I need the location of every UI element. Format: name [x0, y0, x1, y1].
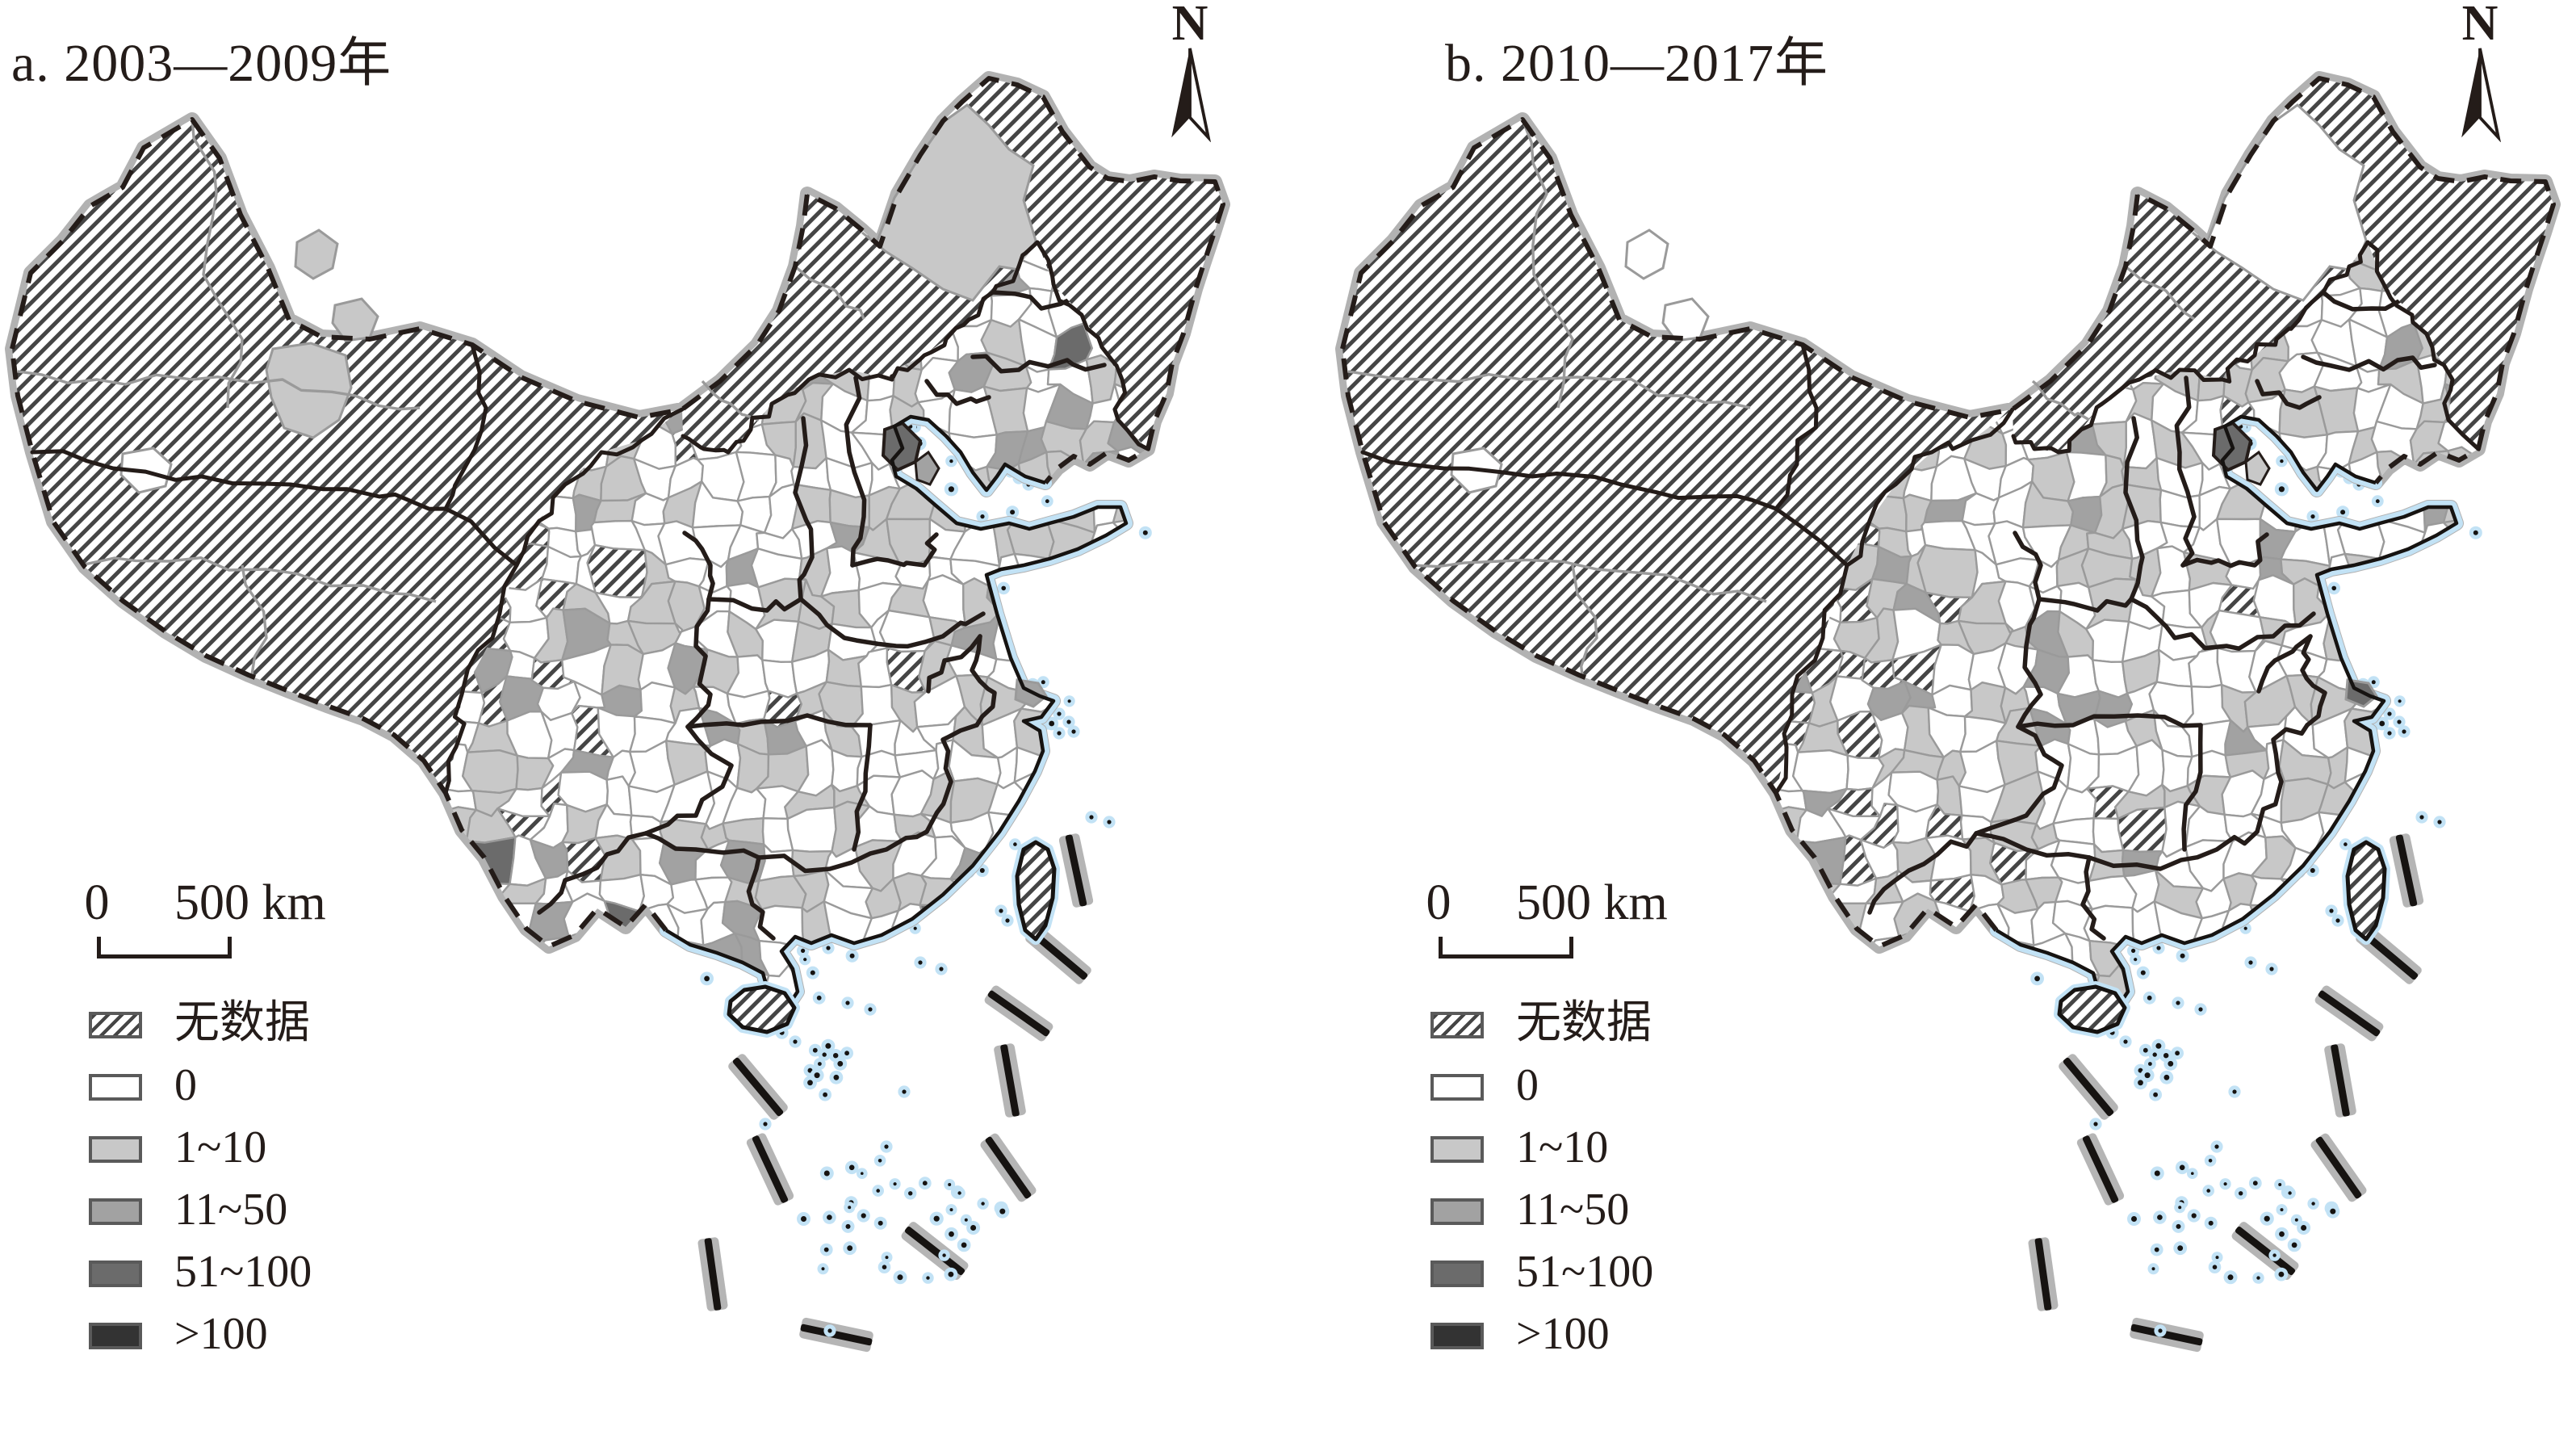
- china-choropleth-map: [5, 71, 1230, 1353]
- map-panel-a: a. 2003—2009年 N 0 500 km 无数据 0 1~10 11~50 51…: [5, 0, 1230, 1384]
- legend-row: 1~10: [1430, 1125, 1653, 1170]
- legend-row: 51~100: [1430, 1249, 1653, 1294]
- scale-distance-label: 500 km: [1516, 875, 1668, 930]
- legend-row: 1~10: [89, 1125, 312, 1170]
- north-label: N: [1171, 0, 1208, 51]
- legend-swatch->100: [89, 1322, 142, 1349]
- legend-swatch-1~10: [1430, 1135, 1484, 1163]
- legend-label: >100: [174, 1309, 268, 1359]
- scale-bar-line: [1439, 937, 1573, 959]
- map-legend: 无数据 0 1~10 11~50 51~100 >100: [1430, 1000, 1653, 1384]
- legend-row: >100: [89, 1311, 312, 1357]
- legend-swatch-1~10: [89, 1135, 142, 1163]
- panel-title: a. 2003—2009年: [11, 34, 392, 93]
- scale-zero-label: 0: [84, 875, 110, 930]
- north-arrow: N: [1158, 0, 1222, 142]
- north-arrow: N: [2448, 0, 2512, 142]
- legend-row: 11~50: [89, 1187, 312, 1232]
- legend-row: 无数据: [1430, 1000, 1653, 1046]
- legend-swatch-0: [89, 1073, 142, 1101]
- legend-label: 11~50: [174, 1185, 288, 1235]
- legend-row: >100: [1430, 1311, 1653, 1357]
- scale-bar-line: [97, 937, 232, 959]
- legend-label: 51~100: [1516, 1247, 1654, 1297]
- map-legend: 无数据 0 1~10 11~50 51~100 >100: [89, 1000, 312, 1384]
- legend-label: >100: [1516, 1309, 1610, 1359]
- legend-swatch-51~100: [1430, 1260, 1484, 1287]
- legend-label: 11~50: [1516, 1185, 1630, 1235]
- legend-label: 1~10: [1516, 1122, 1609, 1172]
- legend-swatch-0: [1430, 1073, 1484, 1101]
- legend-label: 0: [174, 1060, 197, 1110]
- legend-swatch-11~50: [1430, 1198, 1484, 1225]
- panel-title: b. 2010—2017年: [1445, 34, 1828, 93]
- legend-label: 无数据: [1516, 998, 1652, 1048]
- legend-row: 11~50: [1430, 1187, 1653, 1232]
- legend-label: 1~10: [174, 1122, 267, 1172]
- legend-label: 51~100: [174, 1247, 312, 1297]
- legend-label: 无数据: [174, 998, 310, 1048]
- north-arrow-icon: [2461, 48, 2501, 142]
- legend-row: 51~100: [89, 1249, 312, 1294]
- scale-zero-label: 0: [1426, 875, 1451, 930]
- scale-distance-label: 500 km: [174, 875, 326, 930]
- legend-swatch-no-data: [1430, 1011, 1484, 1038]
- legend-swatch-11~50: [89, 1198, 142, 1225]
- legend-row: 0: [89, 1063, 312, 1108]
- legend-swatch-no-data: [89, 1011, 142, 1038]
- legend-row: 无数据: [89, 1000, 312, 1046]
- legend-row: 0: [1430, 1063, 1653, 1108]
- north-label: N: [2461, 0, 2499, 51]
- legend-swatch-51~100: [89, 1260, 142, 1287]
- north-arrow-icon: [1171, 48, 1211, 142]
- china-choropleth-map: [1335, 71, 2561, 1353]
- legend-label: 0: [1516, 1060, 1539, 1110]
- map-panel-b: b. 2010—2017年 N 0 500 km 无数据 0 1~10 11~50 51…: [1330, 0, 2576, 1443]
- legend-swatch->100: [1430, 1322, 1484, 1349]
